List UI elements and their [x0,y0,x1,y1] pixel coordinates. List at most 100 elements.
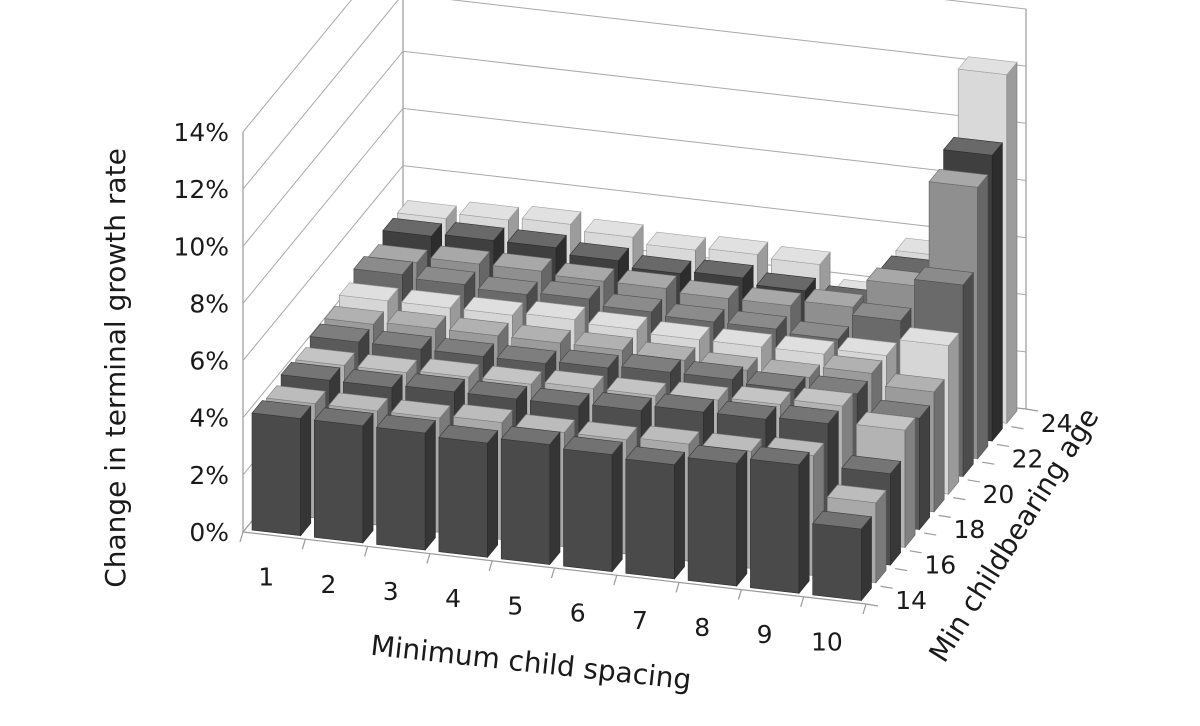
bar-top-face [625,446,686,466]
bar [687,444,748,587]
bar-top-face [683,361,744,380]
z-tick-label: 24 [1041,409,1073,438]
bar-group [251,56,1018,602]
bar-top-face [309,323,370,343]
bar-top-face [562,436,623,455]
x-tick-label: 9 [757,620,773,649]
bar [500,426,561,566]
y-tick-label: 6% [189,347,229,376]
bar-top-face [251,400,312,419]
bar-top-face [448,317,509,337]
z-tick-label: 14 [895,586,927,615]
y-axis-title: Change in terminal growth rate [99,148,132,588]
bar-top-face [390,399,451,419]
x-tick-mark [862,603,867,615]
bar-top-face [405,373,466,393]
bar [625,446,686,580]
bar-top-face [492,252,553,272]
y-tick-label: 12% [173,175,229,204]
z-tick-mark [1025,408,1039,412]
bar [376,414,436,551]
bar-top-face [295,347,355,366]
gridline [242,107,1027,304]
bar-side-face [860,515,872,602]
bar-top-face [500,426,561,445]
bar-top-face [943,136,1003,156]
y-tick-label: 2% [189,461,229,490]
bar-top-face [884,373,945,393]
bar-top-face [770,246,831,265]
bar-side-face [736,450,748,587]
bar-top-face [928,168,989,188]
bar-side-face [362,412,374,544]
bar-top-face [459,201,520,221]
bar-side-face [875,489,887,584]
bar-top-face [558,349,619,369]
x-tick-mark [613,575,618,586]
z-tick-mark [1011,426,1024,430]
x-tick-mark [675,582,680,593]
x-tick-mark [550,567,556,579]
bar-side-face [487,429,499,559]
bar-top-face [639,425,700,445]
x-tick-label: 6 [570,599,586,628]
z-tick-mark [982,461,995,465]
bar-top-face [386,310,447,329]
bar-side-face [1006,61,1018,425]
bar-top-face [841,455,902,475]
y-tick-label: 10% [173,232,229,261]
bar-top-face [371,330,432,350]
bar-top-face [577,421,638,441]
bar-top-face [430,245,491,265]
bar-top-face [837,337,898,356]
z-tick-label: 22 [1012,444,1044,473]
bar-top-face [914,266,974,286]
bar-top-face [511,324,571,344]
x-tick-label: 3 [383,577,399,606]
z-tick-label: 18 [953,515,985,544]
bar-top-face [679,280,740,299]
bar-front-face [812,523,862,601]
gridline [242,50,1027,247]
bar-front-face [687,457,738,587]
bar-top-face [731,386,792,405]
z-tick-mark [865,603,879,607]
bar-top-face [745,371,806,390]
bar-top-face [693,259,754,279]
z-tick-mark [924,532,937,536]
bar-front-face [438,437,488,558]
bar-side-face [962,271,974,478]
bar-top-face [793,387,854,407]
y-tick-label: 14% [173,118,229,147]
bar-top-face [803,288,864,308]
x-tick-label: 5 [507,591,523,620]
z-tick-label: 16 [924,551,956,580]
bar-top-face [602,293,663,313]
bar-top-face [324,305,385,325]
gridline [242,0,1027,133]
bar-top-face [506,229,567,249]
bar-side-face [991,142,1003,442]
bar-top-face [280,361,341,381]
x-tick-label: 8 [694,613,710,642]
bar-top-face [822,354,883,374]
bar-top-face [712,328,773,348]
bar-top-face [554,262,615,282]
bar-side-face [611,441,623,573]
bar-side-face [890,460,901,566]
bar-top-face [617,270,677,289]
bar [812,510,873,602]
bar-top-face [621,353,682,373]
bar-top-face [438,424,499,444]
bar [562,436,623,573]
gridline [242,0,1027,190]
bar [438,424,499,559]
bar-top-face [467,380,528,400]
bar-top-face [342,369,403,388]
bar [251,400,312,537]
z-tick-mark [967,479,980,483]
bar-top-face [741,287,802,307]
bar-top-face [587,311,648,330]
bar-top-face [654,393,715,413]
bar-top-face [569,242,630,262]
